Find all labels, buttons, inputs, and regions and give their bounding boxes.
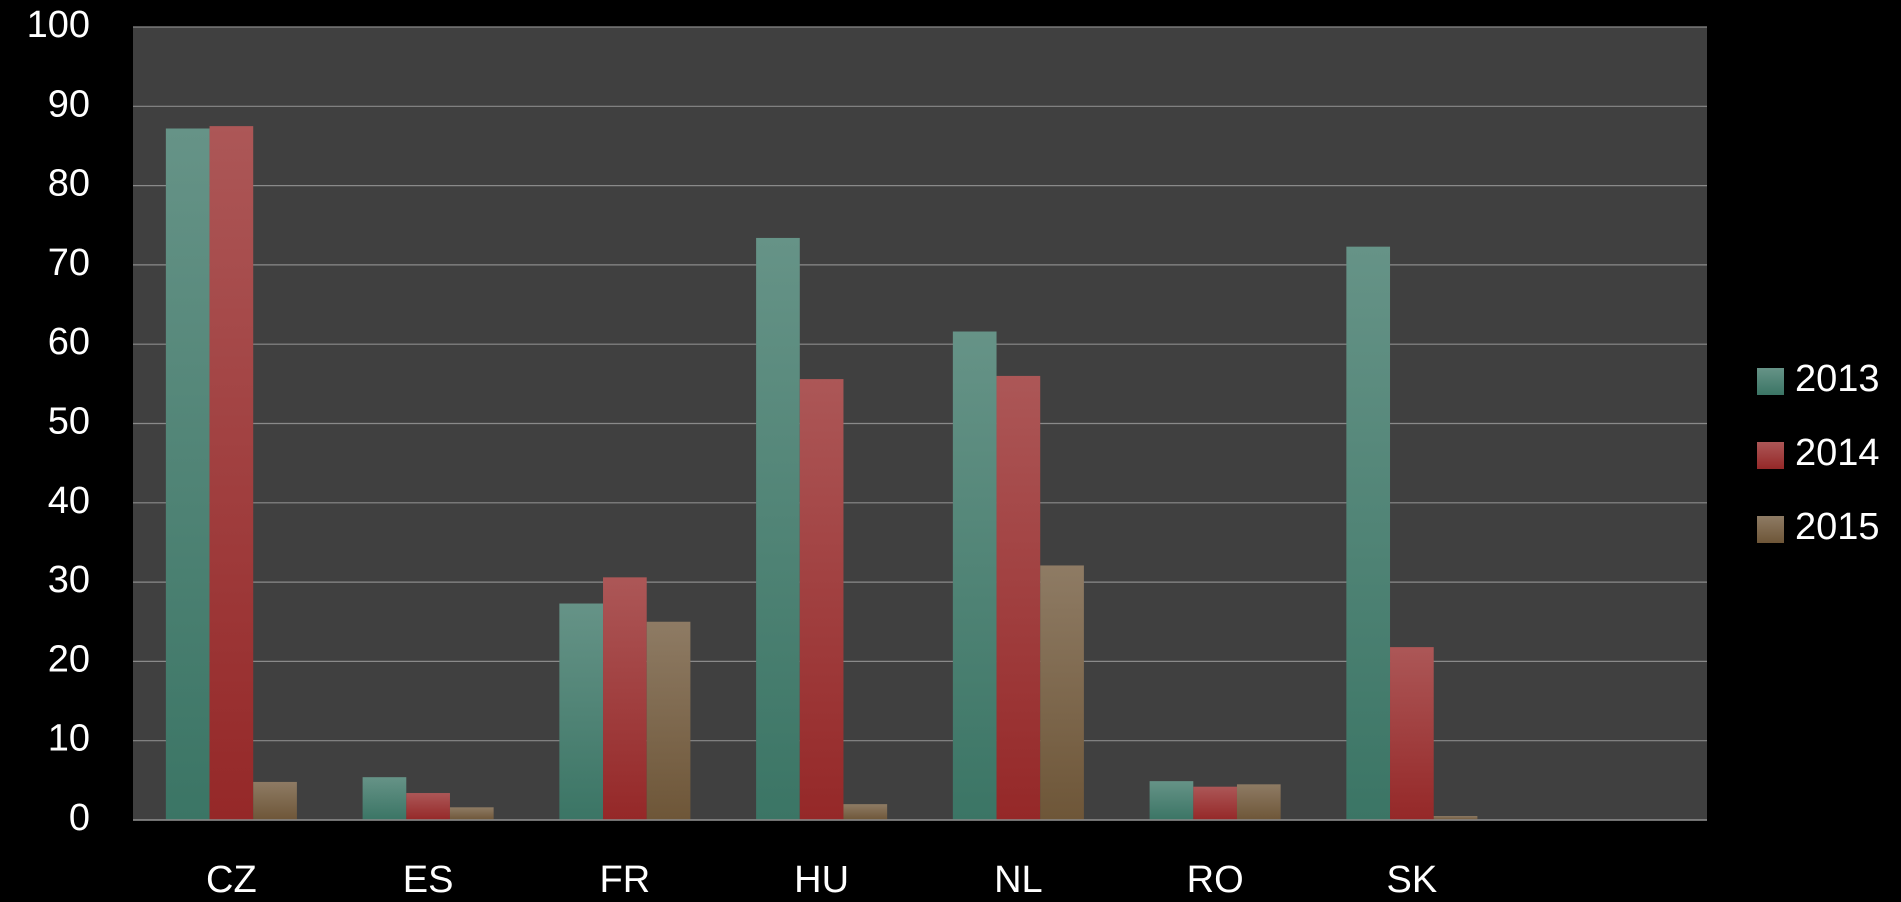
x-tick-label: NL: [994, 859, 1043, 901]
x-tick-label: RO: [1187, 859, 1244, 901]
bar: [952, 331, 997, 820]
bar: [209, 126, 254, 820]
bar: [1040, 565, 1084, 820]
y-tick-label: 40: [48, 480, 90, 522]
bar: [1433, 816, 1478, 820]
bar: [253, 781, 297, 820]
bar: [406, 793, 450, 820]
y-tick-label: 50: [48, 401, 90, 443]
legend-label: 2014: [1795, 432, 1880, 474]
bar: [603, 577, 647, 820]
y-tick-label: 30: [48, 559, 90, 601]
bar: [1149, 781, 1194, 820]
y-tick-label: 90: [48, 83, 90, 125]
bar: [449, 807, 494, 820]
y-tick-label: 100: [27, 4, 90, 46]
bar: [756, 237, 800, 821]
legend-swatch: [1757, 516, 1784, 543]
legend-label: 2015: [1795, 506, 1880, 548]
y-tick-label: 70: [48, 242, 90, 284]
legend-label: 2013: [1795, 358, 1880, 400]
y-tick-label: 10: [48, 718, 90, 760]
bar: [843, 804, 888, 820]
x-tick-label: SK: [1387, 859, 1438, 901]
bar: [646, 621, 691, 820]
x-tick-label: FR: [600, 859, 651, 901]
bar: [1236, 784, 1281, 820]
y-tick-label: 20: [48, 638, 90, 680]
bar: [559, 603, 604, 820]
bar: [1390, 647, 1434, 820]
legend-swatch: [1757, 368, 1784, 395]
bar: [1193, 786, 1237, 820]
y-tick-label: 80: [48, 163, 90, 205]
y-tick-label: 0: [69, 797, 90, 839]
bar: [362, 777, 407, 820]
bar: [165, 128, 210, 820]
x-tick-label: HU: [794, 859, 849, 901]
bar: [799, 379, 844, 820]
x-tick-label: ES: [403, 859, 454, 901]
bar: [996, 375, 1041, 820]
x-tick-label: CZ: [206, 859, 257, 901]
legend-swatch: [1757, 442, 1784, 469]
bar: [1346, 246, 1391, 820]
y-tick-label: 60: [48, 321, 90, 363]
